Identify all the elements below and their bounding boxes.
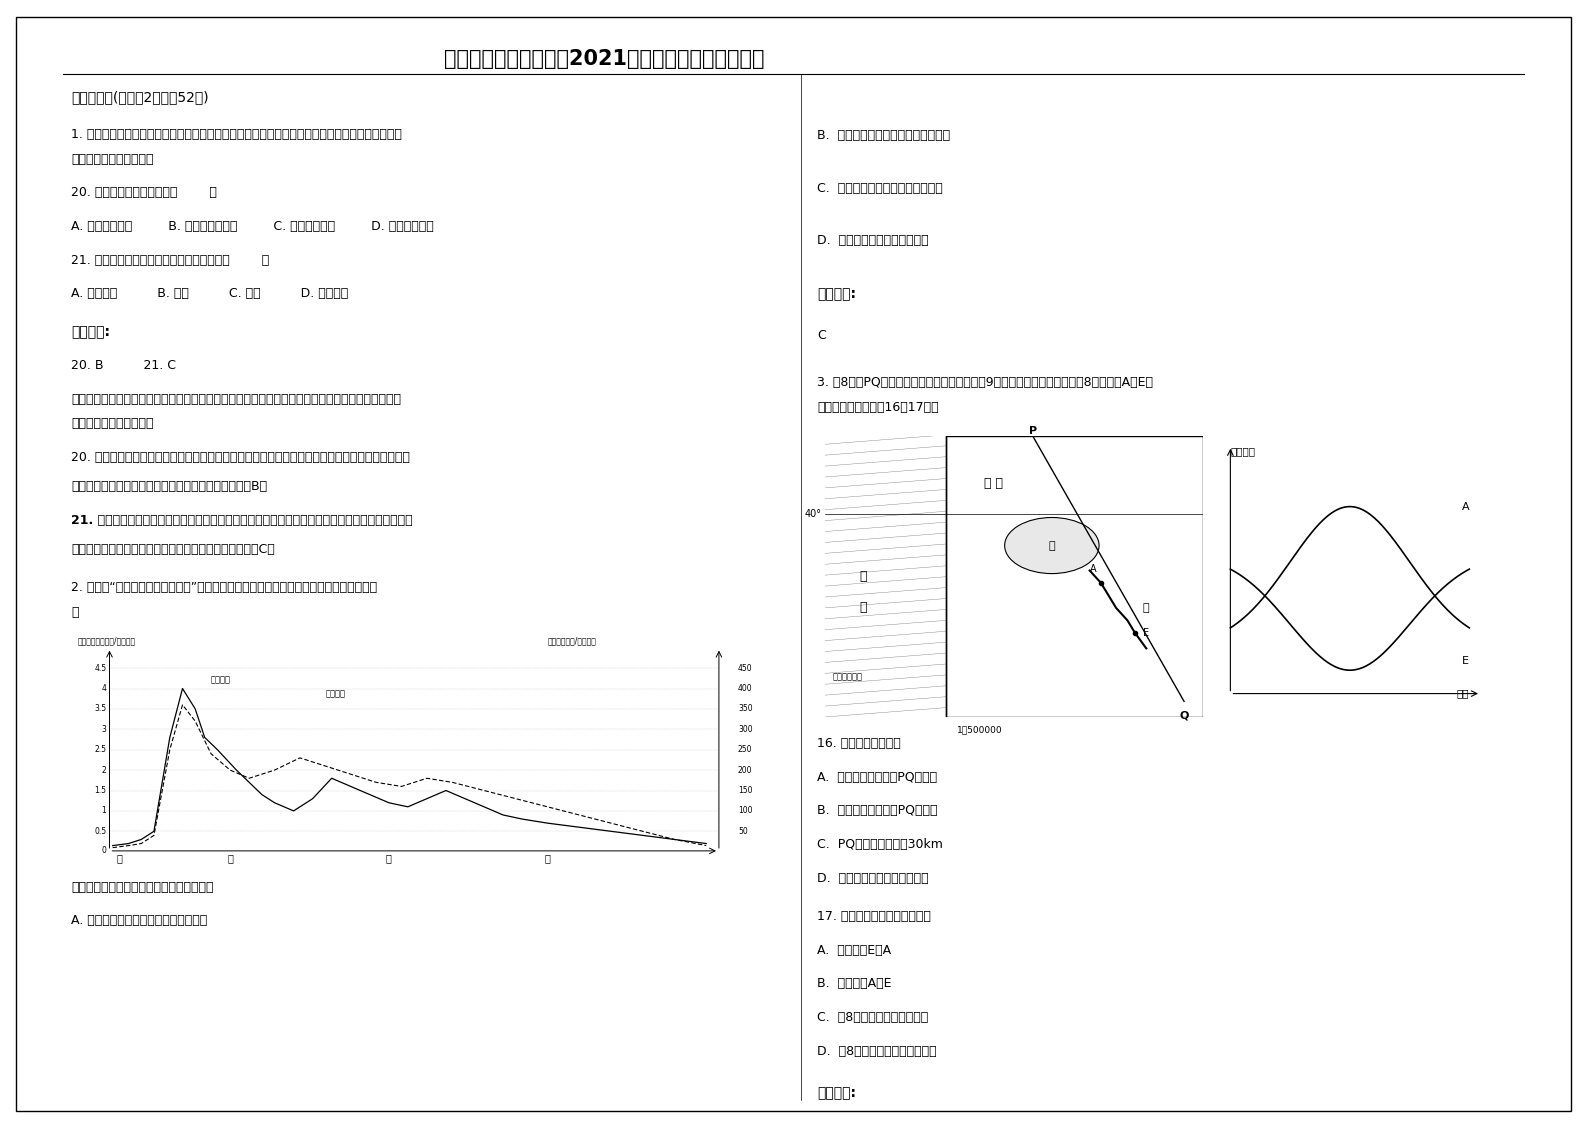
- Text: C.  位于城市边缘，基础设施不完善: C. 位于城市边缘，基础设施不完善: [817, 182, 943, 195]
- Text: 1: 1: [102, 807, 106, 816]
- Text: 甲: 甲: [116, 853, 122, 863]
- Text: 化分析影响的最大因素。: 化分析影响的最大因素。: [71, 417, 154, 431]
- Ellipse shape: [1005, 517, 1100, 573]
- Text: 450: 450: [738, 663, 752, 672]
- Text: 2: 2: [102, 765, 106, 774]
- Text: A. 位于城市中心，往往为市政中心广场: A. 位于城市中心，往往为市政中心广场: [71, 914, 208, 928]
- Text: 1. 目前，山东寿光在盐碱滩涂上，利用海水或地下層水浇灌种植有机海水蔬菜，并实现了规模化种: 1. 目前，山东寿光在盐碱滩涂上，利用海水或地下層水浇灌种植有机海水蔬菜，并实现…: [71, 128, 402, 141]
- Text: 20. 海水蔬菜的种植是利用现代农业技术发展起来的农业，一般农民仅靠经验不能种植，不需要盐碱: 20. 海水蔬菜的种植是利用现代农业技术发展起来的农业，一般农民仅靠经验不能种植…: [71, 451, 411, 465]
- Text: 处测得的。读图回六16～17题。: 处测得的。读图回六16～17题。: [817, 401, 940, 414]
- Text: 甲地区土地价格和人口密度均很低，原因是: 甲地区土地价格和人口密度均很低，原因是: [71, 881, 214, 894]
- Text: 150: 150: [738, 787, 752, 795]
- Text: C: C: [817, 329, 827, 342]
- Text: A. 盐碱地的改良         B. 生产技术的发展         C. 运输条件改善         D. 灸溉水平提高: A. 盐碱地的改良 B. 生产技术的发展 C. 运输条件改善 D. 灸溉水平提高: [71, 220, 435, 233]
- Text: 40°: 40°: [805, 509, 822, 519]
- Text: 3: 3: [102, 725, 106, 734]
- Text: 0: 0: [102, 846, 106, 855]
- Text: 土地价格（万卢比/平方米）: 土地价格（万卢比/平方米）: [78, 636, 136, 645]
- Text: 人口密度: 人口密度: [325, 690, 346, 699]
- Text: 最热月等温线: 最热月等温线: [833, 672, 863, 681]
- Text: 100: 100: [738, 807, 752, 816]
- Text: 土地价格: 土地价格: [211, 675, 232, 684]
- Text: B.  流向为由A到E: B. 流向为由A到E: [817, 977, 892, 991]
- Text: 2.5: 2.5: [94, 745, 106, 754]
- Text: E: E: [1143, 628, 1149, 637]
- Text: C.  图8所示季节河流补给湖泊: C. 图8所示季节河流补给湖泊: [817, 1011, 928, 1024]
- Text: 20. B          21. C: 20. B 21. C: [71, 359, 176, 373]
- Text: 3. 图8中，PQ是昏线，陆地地形较为平坦，图9中的年径流量曲线图是从图8中河流的A、E两: 3. 图8中，PQ是昏线，陆地地形较为平坦，图9中的年径流量曲线图是从图8中河流…: [817, 376, 1154, 389]
- Text: 250: 250: [738, 745, 752, 754]
- Text: 3.5: 3.5: [94, 705, 106, 714]
- Text: 大 陆: 大 陆: [984, 477, 1003, 489]
- Text: 湖: 湖: [1049, 541, 1055, 551]
- Text: 17. 关于图中河流说法正确的是: 17. 关于图中河流说法正确的是: [817, 910, 932, 923]
- Text: 人口密度（人/平方米）: 人口密度（人/平方米）: [548, 636, 597, 645]
- Text: 50: 50: [738, 827, 747, 836]
- Text: 答: 答: [71, 606, 79, 619]
- Text: B.  距离城市中心近，不适应城市建设: B. 距离城市中心近，不适应城市建设: [817, 129, 951, 142]
- Text: P: P: [1028, 426, 1036, 436]
- Text: 气温、土壤肥力变化较小，对海水蔬菜种植影响小，选择C。: 气温、土壤肥力变化较小，对海水蔬菜种植影响小，选择C。: [71, 543, 275, 557]
- Text: 21. 露天海水蔬菜的种植最怕的是降水，降水降低了海水的盐度，不适宜海水蔬菜生长；太阳光照，: 21. 露天海水蔬菜的种植最怕的是降水，降水降低了海水的盐度，不适宜海水蔬菜生长…: [71, 514, 413, 527]
- Text: 16. 下列说法正确的是: 16. 下列说法正确的是: [817, 737, 901, 751]
- Text: 乙: 乙: [227, 853, 233, 863]
- Text: 一、选择题(每小题2分，共52分): 一、选择题(每小题2分，共52分): [71, 90, 209, 103]
- Text: 参考答案:: 参考答案:: [71, 325, 111, 339]
- Text: 350: 350: [738, 705, 752, 714]
- Text: 20. 海水蔬菜的种植取决于（        ）: 20. 海水蔬菜的种植取决于（ ）: [71, 186, 217, 200]
- Text: 云南省昆明市大营中学2021年高三地理测试题含解析: 云南省昆明市大营中学2021年高三地理测试题含解析: [444, 49, 765, 70]
- Text: 本题主要考查影响农业的主要因素，根据海水蔬菜的生长条件去分析影响因素；从露天造成的因素变: 本题主要考查影响农业的主要因素，根据海水蔬菜的生长条件去分析影响因素；从露天造成…: [71, 393, 402, 406]
- Text: A.  该地位于北半球，PQ为昏线: A. 该地位于北半球，PQ为昏线: [817, 771, 938, 784]
- Text: 300: 300: [738, 725, 752, 734]
- Text: 参考答案:: 参考答案:: [817, 287, 857, 301]
- Text: D.  图8所示季节河流补给地下水: D. 图8所示季节河流补给地下水: [817, 1045, 936, 1058]
- Text: A: A: [1462, 502, 1470, 512]
- Text: A.  流向为由E到A: A. 流向为由E到A: [817, 944, 892, 957]
- Text: E: E: [1462, 656, 1468, 665]
- Text: 洋: 洋: [859, 601, 867, 615]
- Text: 地的改良，运输条件改善和灸溉水平提高影响小，选择B。: 地的改良，运输条件改善和灸溉水平提高影响小，选择B。: [71, 480, 268, 494]
- Text: 4.5: 4.5: [94, 663, 106, 672]
- Text: D.  位于农村，只使用发展工业: D. 位于农村，只使用发展工业: [817, 234, 928, 248]
- Text: 年径流量: 年径流量: [1230, 445, 1255, 456]
- Text: C.  PQ间的实际距离约30km: C. PQ间的实际距离约30km: [817, 838, 943, 852]
- Text: B.  该地位于南半球，PQ是晨线: B. 该地位于南半球，PQ是晨线: [817, 804, 938, 818]
- Bar: [825, 436, 946, 717]
- Text: 21. 对露天海水蔬菜种植影响最大的因素是（        ）: 21. 对露天海水蔬菜种植影响最大的因素是（ ）: [71, 254, 270, 267]
- Text: 400: 400: [738, 684, 752, 693]
- Text: 2. 下图为“印度某城市东西剖面图”，显示了人口密度与土地价格之间的相关关系，读图回: 2. 下图为“印度某城市东西剖面图”，显示了人口密度与土地价格之间的相关关系，读…: [71, 581, 378, 595]
- Text: 1：500000: 1：500000: [957, 726, 1003, 735]
- Text: 内: 内: [544, 853, 551, 863]
- Text: Q: Q: [1179, 710, 1189, 720]
- Text: D.  图中河流径流量季节变化小: D. 图中河流径流量季节变化小: [817, 872, 928, 885]
- Text: A. 太阳光照          B. 气温          C. 降水          D. 土壤肥力: A. 太阳光照 B. 气温 C. 降水 D. 土壤肥力: [71, 287, 349, 301]
- Bar: [946, 436, 1203, 717]
- Text: 200: 200: [738, 765, 752, 774]
- Text: A: A: [1090, 563, 1097, 573]
- Text: 参考答案:: 参考答案:: [817, 1086, 857, 1100]
- Text: 4: 4: [102, 684, 106, 693]
- Text: 1.5: 1.5: [94, 787, 106, 795]
- Text: 0.5: 0.5: [94, 827, 106, 836]
- Text: 丙: 丙: [386, 853, 392, 863]
- Text: 河: 河: [1143, 603, 1149, 613]
- Text: 月份: 月份: [1457, 688, 1470, 698]
- Text: 植。据此完成下列各题。: 植。据此完成下列各题。: [71, 153, 154, 166]
- Text: 海: 海: [859, 570, 867, 583]
